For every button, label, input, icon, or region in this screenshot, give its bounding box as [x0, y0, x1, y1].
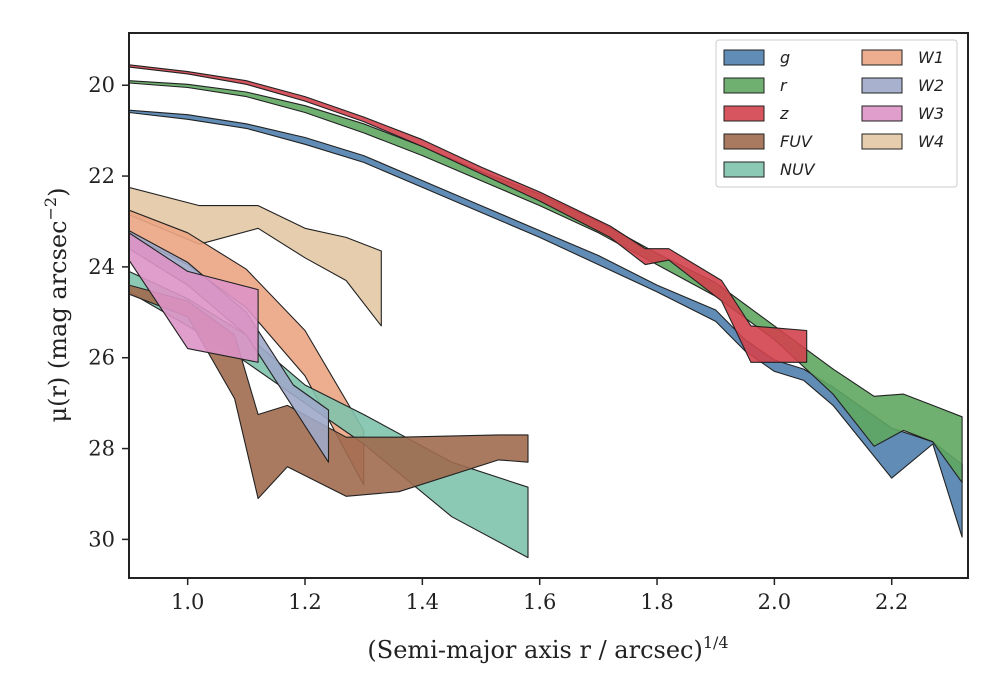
- x-axis-title-sup: 1/4: [703, 633, 729, 652]
- legend-label-fuv: FUV: [780, 132, 813, 151]
- y-tick-label: 22: [88, 164, 115, 188]
- series-layer: [129, 64, 963, 559]
- legend-label-r: r: [780, 76, 788, 95]
- y-axis-title-main: μ(r) (mag arcsec: [44, 220, 72, 422]
- legend-swatch-g: [723, 49, 765, 66]
- x-axis: 1.0 1.2 1.4 1.6 1.8 2.0 2.2: [171, 578, 908, 614]
- legend-label-z: z: [779, 104, 789, 123]
- x-axis-title: (Semi-major axis r / arcsec)1/4: [367, 633, 728, 664]
- legend-label-w3: W3: [918, 104, 944, 123]
- x-tick-label: 2.2: [875, 590, 908, 614]
- legend-label-w1: W1: [918, 48, 944, 67]
- y-tick-label: 28: [88, 437, 115, 461]
- x-tick-label: 1.8: [640, 590, 673, 614]
- x-tick-label: 1.6: [523, 590, 556, 614]
- x-tick-label: 1.4: [406, 590, 439, 614]
- y-axis-title-end: ): [44, 188, 72, 197]
- legend-swatch-w3: [861, 105, 903, 122]
- legend-swatch-nuv: [723, 161, 765, 178]
- x-tick-label: 1.0: [171, 590, 204, 614]
- legend-swatch-fuv: [723, 133, 765, 150]
- x-tick-label: 2.0: [758, 590, 791, 614]
- legend-swatch-w1: [861, 49, 903, 66]
- band-w3: [129, 232, 259, 363]
- x-tick-label: 1.2: [288, 590, 321, 614]
- legend-label-g: g: [780, 48, 790, 67]
- x-axis-title-main: (Semi-major axis r / arcsec): [367, 636, 702, 664]
- legend-label-w2: W2: [918, 76, 944, 95]
- y-tick-label: 24: [88, 255, 115, 279]
- plot-frame: [128, 32, 969, 579]
- legend-swatch-z: [723, 105, 765, 122]
- legend-label-w4: W4: [918, 132, 944, 151]
- legend-swatch-r: [723, 77, 765, 94]
- y-tick-label: 26: [88, 346, 115, 370]
- y-axis: 20 22 24 26 28 30: [88, 73, 129, 551]
- legend: grz FUV NUV W1 W2 W3 W4: [715, 39, 958, 188]
- legend-frame: [715, 39, 958, 188]
- legend-swatch-w2: [861, 77, 903, 94]
- y-axis-title: μ(r) (mag arcsec−2): [41, 188, 72, 423]
- y-tick-label: 20: [88, 73, 115, 97]
- band-z: [129, 64, 808, 363]
- legend-label-nuv: NUV: [780, 160, 816, 179]
- legend-swatch-w4: [861, 133, 903, 150]
- band-g: [129, 109, 963, 538]
- y-tick-label: 30: [88, 527, 115, 551]
- y-axis-title-sup: −2: [41, 197, 60, 221]
